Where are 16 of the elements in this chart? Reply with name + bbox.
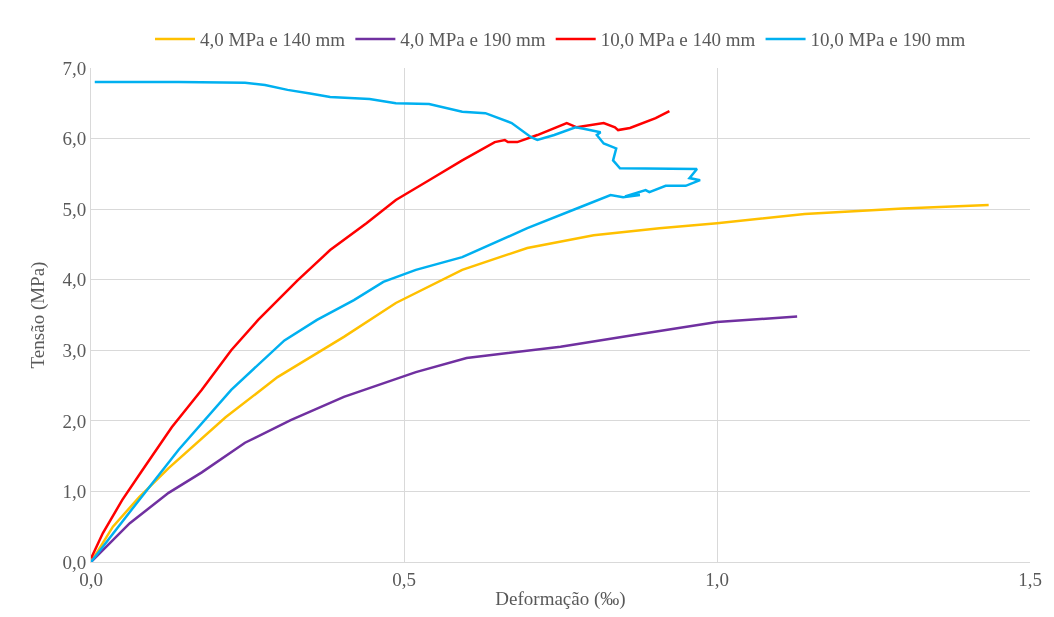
x-tick-label: 1,0 (705, 568, 729, 590)
y-tick-label: 3,0 (62, 339, 87, 361)
y-axis-title: Tensão (MPa) (27, 261, 50, 369)
x-tick-label: 1,5 (1018, 568, 1042, 590)
y-tick-label: 6,0 (62, 128, 87, 150)
legend-label: 4,0 MPa e 140 mm (200, 29, 346, 51)
x-axis-title: Deformação (‰) (495, 587, 626, 610)
legend-label: 10,0 MPa e 140 mm (600, 29, 756, 51)
y-tick-label: 5,0 (62, 198, 87, 220)
legend-label: 4,0 MPa e 190 mm (400, 29, 546, 51)
y-tick-label: 1,0 (62, 481, 87, 503)
x-tick-label: 0,5 (392, 568, 416, 590)
y-tick-label: 2,0 (62, 410, 87, 432)
y-tick-label: 7,0 (62, 57, 87, 79)
y-tick-label: 4,0 (62, 269, 87, 291)
legend-label: 10,0 MPa e 190 mm (810, 29, 966, 51)
